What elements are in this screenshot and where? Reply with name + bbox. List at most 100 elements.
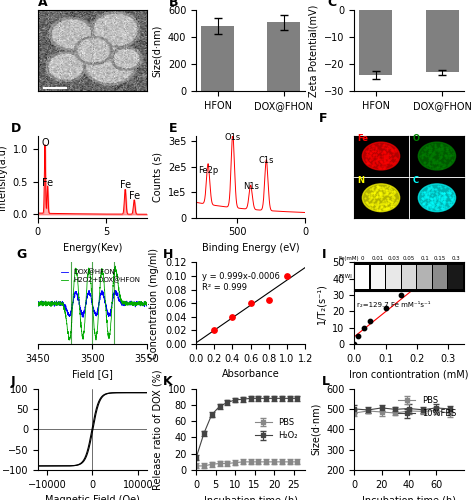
Point: [383, 189, 391, 197]
Point: [365, 160, 373, 168]
Point: [437, 149, 444, 157]
Point: [385, 198, 393, 205]
Point: [375, 184, 383, 192]
Point: [421, 152, 429, 160]
Point: [429, 150, 437, 158]
Point: [431, 150, 439, 158]
Point: [367, 203, 374, 211]
Point: [381, 200, 389, 208]
Point: [379, 196, 387, 204]
Point: [383, 160, 390, 168]
Point: [373, 190, 380, 198]
Point: [431, 198, 439, 205]
Point: [428, 186, 436, 194]
DOX@HFON: [110, 295, 116, 301]
Text: I: I: [322, 248, 326, 262]
Point: [385, 153, 392, 161]
Legend: DOX@HFON, H2O2+DOX@HFON: DOX@HFON, H2O2+DOX@HFON: [59, 266, 143, 286]
X-axis label: Magnetic Field (Oe): Magnetic Field (Oe): [45, 496, 140, 500]
Point: [369, 162, 377, 170]
Y-axis label: Concentration (mg/ml): Concentration (mg/ml): [149, 248, 159, 358]
Point: [443, 151, 450, 159]
Point: [435, 150, 443, 158]
Point: [364, 158, 372, 166]
Point: [429, 202, 436, 210]
Y-axis label: Intensity(a.u): Intensity(a.u): [0, 144, 7, 210]
Point: [446, 189, 454, 197]
Point: [381, 148, 389, 156]
Point: [432, 193, 439, 201]
Point: [433, 206, 440, 214]
Point: [443, 188, 451, 196]
Point: [427, 151, 434, 159]
Point: [434, 159, 441, 167]
Text: N: N: [357, 176, 364, 184]
Point: [389, 202, 397, 210]
Point: [429, 150, 437, 158]
Point: [441, 193, 448, 201]
Point: [449, 150, 457, 158]
Point: [375, 148, 382, 156]
Point: [368, 192, 375, 200]
Point: [426, 146, 434, 154]
Point: [429, 155, 437, 163]
Point: [445, 152, 452, 160]
Point: [391, 153, 398, 161]
Point: [430, 196, 438, 204]
Point: [426, 162, 433, 170]
Point: [434, 206, 442, 214]
Point: [427, 144, 435, 152]
Text: B: B: [169, 0, 178, 9]
Point: [265, 296, 272, 304]
Point: [438, 193, 446, 201]
Point: [427, 182, 435, 190]
X-axis label: Energy(Kev): Energy(Kev): [63, 243, 122, 253]
Point: [377, 206, 384, 214]
Point: [370, 188, 377, 196]
Point: [437, 152, 445, 160]
Point: [430, 158, 438, 166]
Point: [377, 190, 384, 198]
H2O2+DOX@HFON: [110, 286, 116, 292]
Point: [382, 204, 390, 212]
Point: [426, 154, 434, 162]
Point: [437, 184, 445, 192]
Point: [436, 163, 443, 171]
Point: [391, 145, 398, 153]
Point: [385, 204, 393, 212]
DOX@HFON: [112, 288, 118, 294]
Point: [422, 192, 429, 200]
Point: [419, 152, 427, 160]
Point: [441, 150, 449, 158]
Point: [386, 154, 394, 162]
Text: A: A: [38, 0, 47, 9]
Point: [442, 154, 450, 162]
Point: [368, 148, 375, 156]
Point: [421, 149, 429, 157]
Point: [428, 152, 435, 160]
Point: [367, 156, 374, 164]
Point: [374, 202, 382, 209]
Point: [382, 200, 390, 207]
Point: [372, 146, 380, 154]
Point: [373, 205, 381, 213]
Point: [437, 146, 444, 154]
Point: [383, 205, 391, 213]
Point: [427, 202, 435, 209]
Point: [440, 196, 448, 203]
Point: [382, 190, 390, 198]
Point: [422, 190, 429, 198]
Point: [426, 160, 433, 168]
Point: [447, 159, 454, 167]
Point: [422, 194, 430, 202]
Point: [382, 184, 389, 192]
Point: [419, 188, 426, 196]
Point: [381, 156, 389, 164]
Point: [378, 150, 385, 158]
Point: [385, 156, 393, 164]
Point: [436, 148, 444, 156]
Text: D: D: [10, 122, 21, 135]
H2O2+DOX@HFON: [66, 337, 72, 343]
Point: [393, 155, 401, 163]
Point: [375, 162, 382, 170]
